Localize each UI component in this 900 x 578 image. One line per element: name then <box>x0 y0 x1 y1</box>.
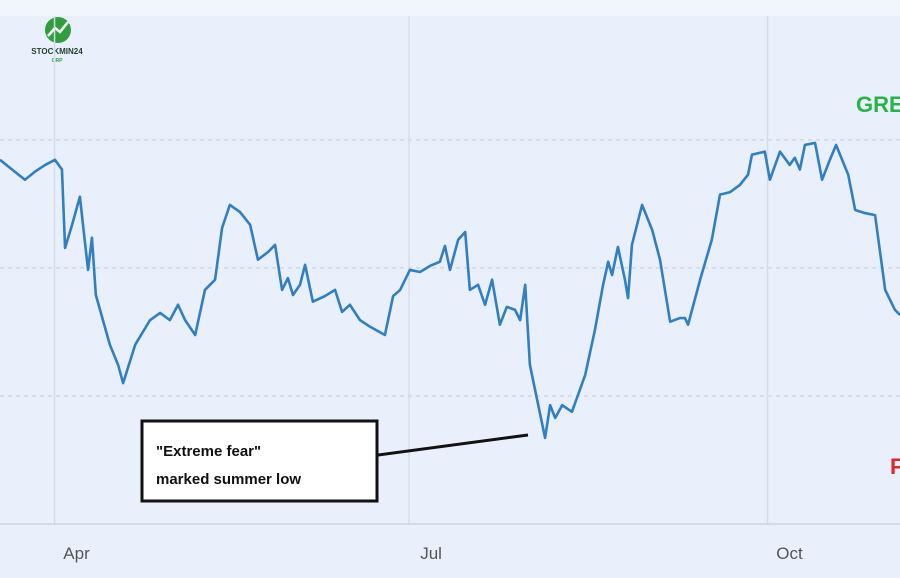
logo-sub: GRP <box>52 58 64 64</box>
annotation-leader <box>377 433 529 457</box>
logo-arrow <box>47 21 69 37</box>
x-tick-label: Apr <box>63 544 90 563</box>
plot <box>0 141 900 440</box>
annotation-box <box>140 419 379 503</box>
zone-label: GRE <box>856 92 900 117</box>
x-tick-label: Jul <box>420 544 442 563</box>
line-series <box>0 141 900 440</box>
annotation-line: "Extreme fear" <box>156 443 261 460</box>
logo-name: STOCKMIN24 <box>31 47 83 56</box>
logo: STOCKMIN24 GRP <box>31 17 83 64</box>
zone-label: F <box>890 454 900 479</box>
x-tick-label: Oct <box>776 544 803 563</box>
annotation-line: marked summer low <box>156 471 301 488</box>
top-band <box>0 0 900 16</box>
